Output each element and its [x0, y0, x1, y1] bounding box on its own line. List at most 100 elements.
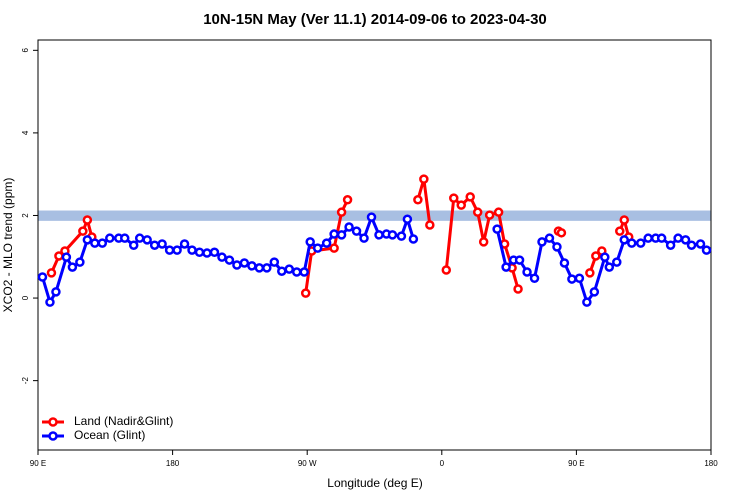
data-point — [344, 222, 354, 232]
data-point — [635, 238, 646, 248]
data-point — [142, 235, 152, 245]
y-tick-label: -2 — [21, 377, 30, 385]
legend-label: Ocean (Glint) — [74, 428, 145, 442]
data-point — [600, 252, 610, 262]
data-point — [574, 273, 585, 283]
data-point — [478, 237, 489, 247]
data-point — [604, 262, 615, 272]
data-point — [514, 255, 525, 265]
data-point — [179, 239, 190, 249]
data-point — [413, 195, 423, 205]
y-tick-label: 4 — [21, 130, 30, 135]
data-point — [612, 257, 622, 267]
data-point — [224, 255, 235, 265]
data-point — [305, 237, 315, 247]
data-point — [559, 258, 570, 268]
data-point — [351, 226, 362, 236]
data-point — [396, 231, 407, 241]
data-point — [552, 242, 562, 252]
data-point — [82, 215, 93, 225]
data-point — [128, 240, 139, 250]
data-point — [37, 272, 48, 282]
x-tick-label: 90 E — [568, 459, 584, 468]
data-point — [619, 235, 630, 245]
data-point — [501, 262, 511, 272]
data-point — [544, 233, 555, 243]
data-point — [619, 215, 630, 225]
chart-title: 10N-15N May (Ver 11.1) 2014-09-06 to 202… — [203, 11, 547, 28]
data-point — [277, 266, 287, 276]
data-point — [472, 207, 483, 217]
data-point — [90, 238, 100, 248]
data-point — [291, 267, 302, 277]
data-point — [686, 240, 697, 250]
data-point — [312, 243, 323, 253]
data-point — [269, 257, 280, 267]
data-point — [537, 237, 547, 247]
data-point — [665, 240, 676, 250]
data-point — [342, 195, 353, 205]
data-point — [589, 287, 600, 297]
x-axis-label: Longitude (deg E) — [327, 476, 422, 490]
data-point — [493, 207, 504, 217]
data-point — [556, 228, 567, 238]
data-point — [408, 234, 419, 244]
data-point — [591, 251, 601, 261]
y-tick-label: 0 — [21, 295, 30, 300]
x-tick-label: 90 W — [298, 459, 317, 468]
data-point — [119, 233, 130, 243]
x-tick-label: 180 — [704, 459, 718, 468]
legend-marker — [48, 431, 58, 441]
data-point — [67, 262, 78, 272]
data-point — [194, 247, 205, 257]
data-point — [45, 297, 55, 307]
x-tick-label: 90 E — [30, 459, 46, 468]
data-point — [75, 257, 85, 267]
data-point — [217, 252, 227, 262]
data-point — [209, 247, 220, 257]
data-point — [336, 230, 347, 240]
data-point — [61, 252, 72, 262]
data-point — [254, 263, 265, 273]
data-point — [626, 238, 637, 248]
x-tick-label: 0 — [440, 459, 445, 468]
data-point — [239, 258, 250, 268]
data-point — [585, 268, 595, 278]
data-point — [329, 229, 339, 239]
data-point — [164, 245, 175, 255]
data-point — [425, 220, 435, 230]
data-point — [441, 265, 452, 275]
data-point — [492, 224, 502, 234]
data-point — [78, 226, 88, 236]
data-point — [449, 193, 459, 203]
y-tick-label: 2 — [21, 213, 30, 218]
plot-frame — [37, 39, 712, 451]
y-axis-label: XCO2 - MLO trend (ppm) — [1, 178, 15, 313]
data-point — [336, 207, 347, 217]
data-point — [82, 235, 93, 245]
data-point — [513, 284, 523, 294]
data-point — [329, 243, 339, 253]
data-point — [232, 260, 242, 270]
data-point — [656, 233, 667, 243]
data-point — [680, 235, 691, 245]
data-point — [582, 297, 592, 307]
data-point — [359, 233, 369, 243]
data-point — [402, 214, 413, 224]
data-point — [456, 200, 466, 210]
data-point — [529, 273, 540, 283]
data-point — [172, 245, 182, 255]
data-point — [387, 230, 398, 240]
data-point — [522, 267, 532, 277]
data-point — [673, 233, 683, 243]
data-point — [300, 288, 311, 298]
data-point — [374, 230, 384, 240]
data-point — [262, 263, 272, 273]
data-point — [134, 233, 145, 243]
data-point — [46, 268, 57, 278]
x-tick-label: 180 — [166, 459, 180, 468]
data-point — [97, 238, 108, 248]
data-point — [484, 210, 495, 220]
data-point — [299, 267, 309, 277]
